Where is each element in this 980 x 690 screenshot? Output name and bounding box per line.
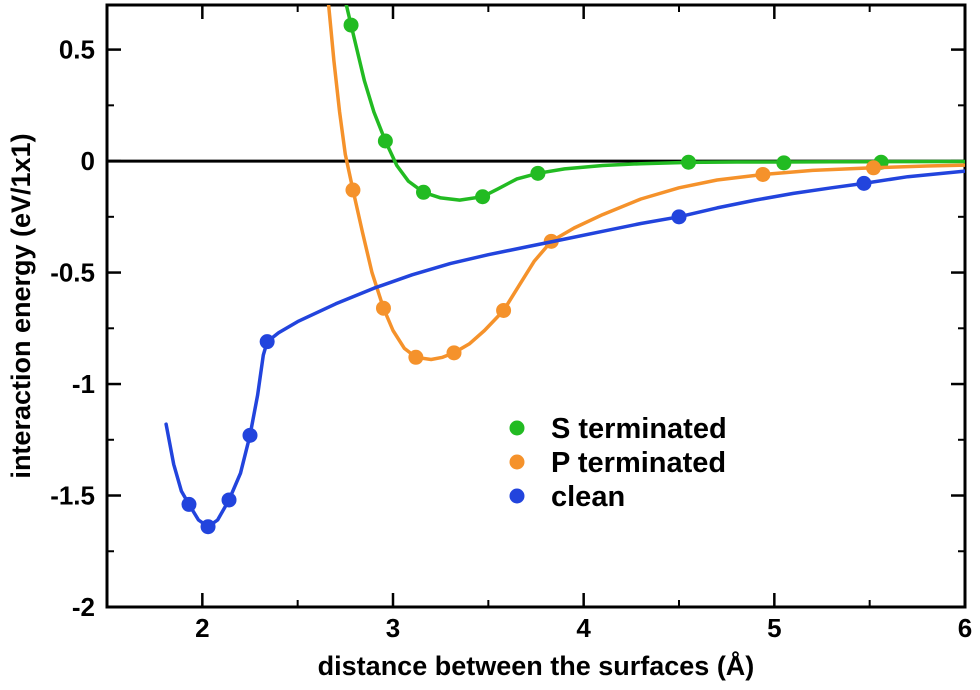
data-point-p-terminated [408,349,424,365]
data-point-s-terminated [343,17,359,33]
data-point-p-terminated [446,345,462,361]
series-layer [164,5,965,535]
legend-label-s-terminated: S terminated [551,413,727,445]
y-axis-label: interaction energy (eV/1x1) [6,133,36,478]
x-tick-label: 2 [195,613,209,643]
legend-marker-p-terminated [509,454,525,470]
data-point-clean [221,492,237,508]
data-point-clean [259,334,275,350]
x-axis-label: distance between the surfaces (Å) [318,650,755,681]
y-tick-label: -1.5 [50,481,95,511]
x-tick-label: 3 [386,613,400,643]
legend-label-p-terminated: P terminated [551,447,726,479]
legend-marker-clean [509,488,525,504]
legend-marker-s-terminated [509,420,525,436]
legend-label-clean: clean [551,481,625,513]
series-line-p-terminated [326,5,965,362]
data-point-clean [181,496,197,512]
data-point-s-terminated [776,155,792,171]
data-point-clean [671,209,687,225]
y-tick-label: 0 [81,146,95,176]
data-point-p-terminated [375,300,391,316]
x-tick-label: 4 [576,613,591,643]
y-tick-label: -2 [72,592,95,622]
data-point-clean [856,175,872,191]
y-tick-label: -1 [72,369,95,399]
y-tick-label: -0.5 [50,258,95,288]
data-point-p-terminated [345,182,361,198]
data-point-p-terminated [865,160,881,176]
data-point-s-terminated [475,189,491,205]
data-point-s-terminated [681,154,697,170]
x-tick-label: 6 [958,613,972,643]
series-line-s-terminated [344,5,965,202]
data-point-s-terminated [530,165,546,181]
data-point-s-terminated [416,184,432,200]
data-point-clean [242,427,258,443]
data-point-clean [200,519,216,535]
data-point-p-terminated [755,166,771,182]
data-point-p-terminated [496,302,512,318]
x-tick-label: 5 [767,613,781,643]
y-tick-label: 0.5 [59,35,95,65]
plot-frame [105,3,967,609]
data-point-s-terminated [377,133,393,149]
axis-ticks: 2 3 4 5 6 0.5 0 -0.5 -1 -1.5 -2 [50,5,972,643]
